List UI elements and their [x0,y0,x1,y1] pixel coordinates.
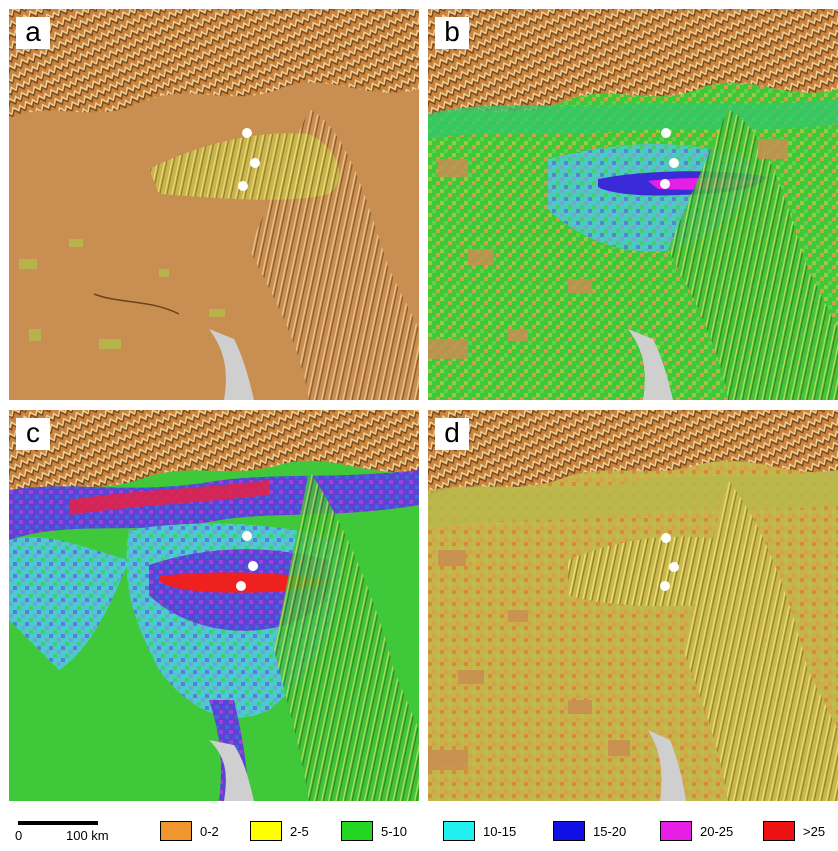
map-panel-c: c [9,410,419,801]
legend-swatch [341,821,373,841]
legend-label: 5-10 [381,824,408,839]
map-panel-a: a [9,9,419,400]
marker-station [661,533,671,543]
map-c-terrain [9,410,419,801]
legend-label: 10-15 [483,824,517,839]
legend-label: 0-2 [200,824,219,839]
map-panel-d: d [428,410,838,801]
legend-swatch [763,821,795,841]
marker-station [669,562,679,572]
legend-swatch [443,821,475,841]
marker-station [236,581,246,591]
scale-start-label: 0 [15,828,23,843]
marker-station [661,128,671,138]
legend-label: 15-20 [593,824,627,839]
marker-station [669,158,679,168]
marker-station [242,531,252,541]
legend-label: 2-5 [290,824,309,839]
scale-end-label: 100 km [66,828,109,843]
legend-swatch [160,821,192,841]
legend-swatch [660,821,692,841]
map-a-terrain [9,9,419,400]
marker-station [250,158,260,168]
marker-station [660,581,670,591]
scale-bar [18,821,98,825]
legend-label: 20-25 [700,824,734,839]
panel-label: c [16,418,50,450]
legend-label: >25 [803,824,826,839]
marker-station [238,181,248,191]
panel-label: d [435,418,469,450]
map-b-terrain [428,9,838,400]
marker-station [248,561,258,571]
legend: 0 100 km 0-2 2-5 5-10 10-15 15-20 20-25 … [0,812,838,851]
panel-label: a [16,17,50,49]
map-d-terrain [428,410,838,801]
marker-station [660,179,670,189]
marker-station [242,128,252,138]
legend-swatch [553,821,585,841]
legend-swatch [250,821,282,841]
panel-label: b [435,17,469,49]
map-panel-b: b [428,9,838,400]
